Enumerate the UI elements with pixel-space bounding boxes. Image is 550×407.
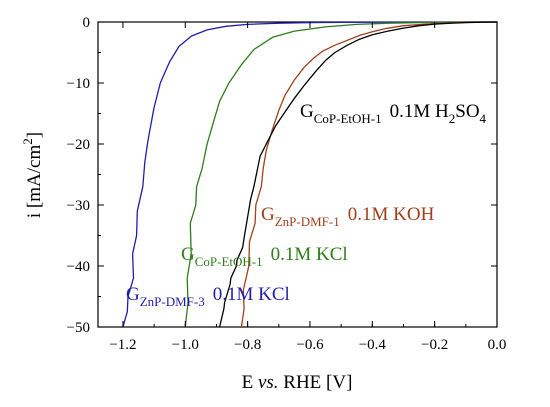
x-tick-label: 0.0 (488, 337, 507, 353)
x-tick-label: −0.6 (296, 337, 324, 353)
y-axis: 0 −10 −20 −30 −40 −50 (67, 15, 497, 336)
x-axis: −1.2 −1.0 −0.8 −0.6 −0.4 −0.2 0.0 (109, 22, 506, 353)
series-line-1 (184, 21, 497, 328)
x-tick-label: −0.2 (421, 337, 448, 353)
y-tick-label: −50 (67, 320, 90, 336)
y-tick-label: −40 (67, 259, 90, 275)
y-tick-label: −20 (67, 137, 90, 153)
series-line-3 (218, 21, 498, 328)
annotation-znp-dmf-1-koh: GZnP-DMF-1 0.1M KOH (261, 204, 435, 229)
x-tick-label: −0.8 (234, 337, 261, 353)
y-tick-label: −30 (67, 198, 90, 214)
y-tick-label: 0 (83, 15, 91, 31)
series-layer (122, 21, 498, 328)
x-tick-label: −1.2 (109, 337, 136, 353)
x-tick-label: −1.0 (172, 337, 199, 353)
y-axis-title: i [mA/cm2] (20, 132, 45, 218)
annotation-cop-etoh-1-h2so4: GCoP-EtOH-1 0.1M H2SO4 (300, 101, 487, 126)
series-line-2 (240, 21, 498, 328)
y-tick-label: −10 (67, 76, 90, 92)
plot-frame (97, 21, 498, 328)
x-axis-title: E vs. RHE [V] (242, 372, 353, 393)
annotation-znp-dmf-3-kcl: GZnP-DMF-3 0.1M KCl (126, 284, 290, 309)
series-line-0 (122, 21, 497, 328)
x-tick-label: −0.4 (359, 337, 387, 353)
annotation-cop-etoh-1-kcl: GCoP-EtOH-1 0.1M KCl (181, 244, 348, 269)
